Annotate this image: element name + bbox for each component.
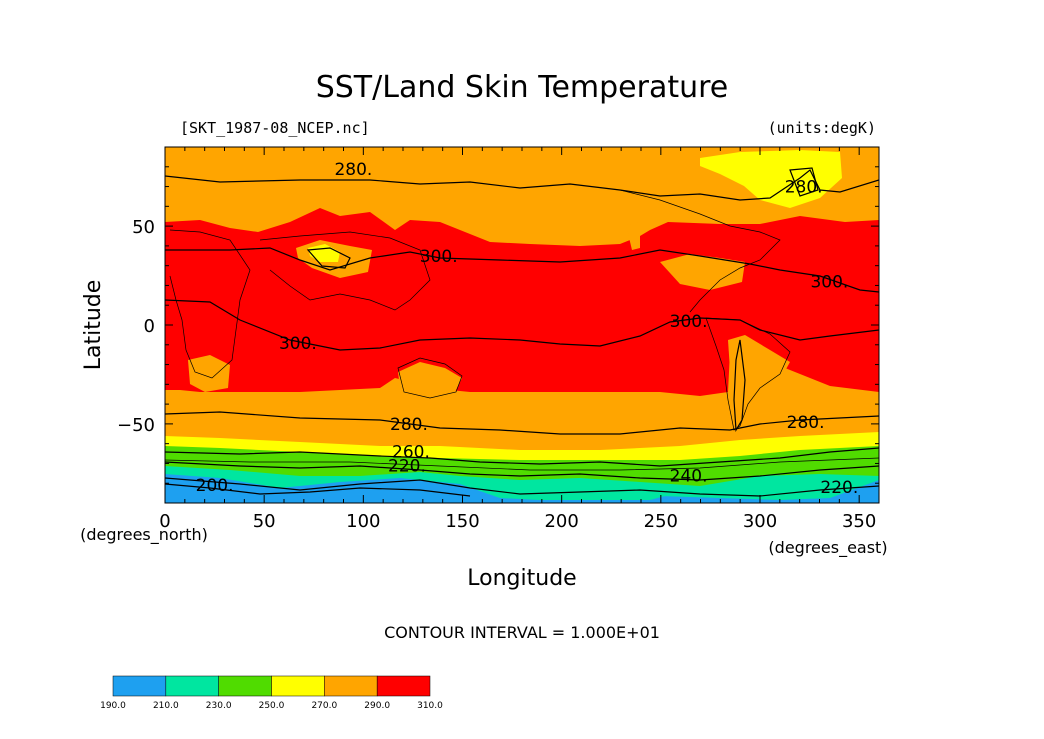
units-label: (units:degK) bbox=[768, 119, 876, 137]
coast-antarctica bbox=[165, 457, 879, 471]
band-190-210 bbox=[165, 474, 879, 503]
contour-tibet bbox=[306, 247, 351, 269]
contour-label: 300. bbox=[810, 272, 848, 292]
x-axis: 0 50 100 150 200 250 300 350 bbox=[159, 147, 876, 532]
patch-australia bbox=[398, 362, 462, 394]
x-tick-label: 300 bbox=[743, 511, 777, 532]
coast-australia bbox=[397, 357, 463, 399]
x-tick-label: 100 bbox=[346, 511, 380, 532]
contour-label: 300. bbox=[420, 247, 458, 267]
contour-interval-text: CONTOUR INTERVAL = 1.000E+01 bbox=[384, 623, 660, 642]
y-tick-label: 0 bbox=[144, 316, 155, 337]
contour-300-north bbox=[165, 247, 879, 293]
contour-label: 240. bbox=[670, 466, 708, 486]
x-tick-label: 250 bbox=[644, 511, 678, 532]
contour-label-group: 280.280.300.300.300.300.280. 280.260.220.… bbox=[196, 160, 859, 498]
coast-south-america bbox=[705, 317, 791, 431]
contour-200 bbox=[165, 483, 471, 497]
y-axis-title: Latitude bbox=[81, 280, 106, 371]
colorbar-swatch bbox=[324, 675, 378, 697]
patch-africa-south bbox=[188, 355, 230, 392]
plot-area: 280.280.300.300.300.300.280. 280.260.220.… bbox=[165, 147, 879, 503]
contour-260 bbox=[165, 447, 879, 467]
colorbar-level-label: 310.0 bbox=[417, 701, 443, 711]
contour-label: 300. bbox=[670, 312, 708, 332]
contour-label: 280. bbox=[787, 413, 825, 433]
coast-asia bbox=[259, 231, 431, 311]
contour-label: 200. bbox=[196, 476, 234, 496]
colorbar-swatch bbox=[218, 675, 272, 697]
colorbar-level-label: 230.0 bbox=[206, 701, 232, 711]
colorbar-level-label: 190.0 bbox=[100, 701, 126, 711]
x-units-label: (degrees_east) bbox=[768, 538, 887, 558]
band-190-210-east bbox=[560, 486, 680, 500]
colorbar-swatch bbox=[376, 675, 431, 697]
x-tick-label: 150 bbox=[445, 511, 479, 532]
colorbar-level-label: 290.0 bbox=[364, 701, 390, 711]
colorbar-swatch bbox=[271, 675, 325, 697]
contour-label: 280. bbox=[785, 178, 823, 198]
contour-greenland bbox=[789, 167, 819, 197]
patch-north-america bbox=[660, 254, 745, 290]
contour-240 bbox=[165, 461, 879, 481]
y-axis: −50 0 50 bbox=[117, 166, 879, 484]
colorbar: 190.0 210.0 230.0 250.0 270.0 290.0 310.0 bbox=[100, 675, 443, 711]
colorbar-level-label: 250.0 bbox=[259, 701, 285, 711]
coast-africa bbox=[169, 229, 251, 379]
contour-300-south bbox=[165, 299, 879, 351]
contour-lines bbox=[165, 167, 879, 497]
contour-andes bbox=[733, 339, 746, 432]
contour-label: 280. bbox=[390, 415, 428, 435]
y-units-label: (degrees_north) bbox=[80, 525, 208, 545]
contour-label: 220. bbox=[388, 456, 426, 476]
y-tick-label: −50 bbox=[117, 415, 155, 436]
patch-south-america bbox=[728, 335, 790, 394]
contour-280-south bbox=[165, 411, 879, 435]
contour-280-north bbox=[165, 169, 879, 201]
coast-north-america bbox=[619, 189, 781, 313]
colorbar-level-label: 210.0 bbox=[153, 701, 179, 711]
x-tick-label: 0 bbox=[159, 511, 170, 532]
contour-label: 300. bbox=[279, 334, 317, 354]
chart-title: SST/Land Skin Temperature bbox=[316, 70, 729, 105]
colorbar-swatch bbox=[165, 675, 219, 697]
colorbar-swatch bbox=[112, 675, 167, 697]
x-axis-title: Longitude bbox=[467, 566, 576, 591]
y-tick-label: 50 bbox=[132, 217, 155, 238]
x-tick-label: 350 bbox=[842, 511, 876, 532]
contour-label: 280. bbox=[334, 160, 372, 180]
x-tick-label: 200 bbox=[544, 511, 578, 532]
colorbar-level-label: 270.0 bbox=[311, 701, 337, 711]
patch-gap bbox=[626, 222, 640, 250]
x-tick-label: 50 bbox=[253, 511, 276, 532]
coastlines bbox=[165, 189, 879, 471]
file-label: [SKT_1987-08_NCEP.nc] bbox=[180, 119, 370, 137]
contour-label: 260. bbox=[392, 443, 430, 463]
contour-label: 220. bbox=[820, 478, 858, 498]
